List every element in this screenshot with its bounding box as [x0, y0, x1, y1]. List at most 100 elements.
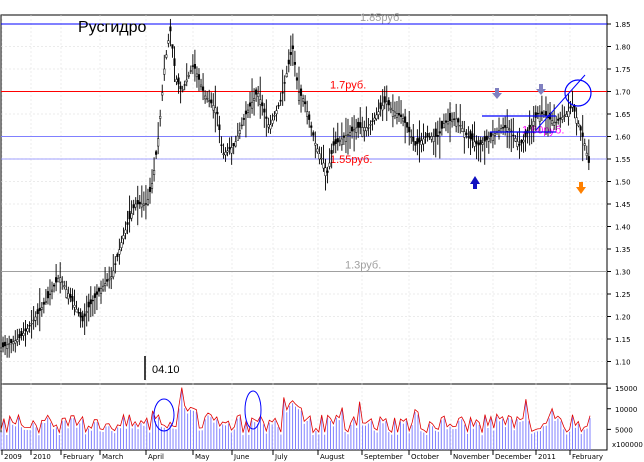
- price-candle: [326, 170, 329, 173]
- price-candle: [471, 133, 474, 141]
- price-candle: [416, 138, 419, 144]
- x-axis-ticks: 2009 2010 February March April May June July Aug…: [1, 450, 603, 461]
- price-candle: [359, 122, 362, 128]
- volume-tick-label: 10000: [615, 406, 637, 414]
- price-candle: [89, 299, 92, 305]
- price-candle: [8, 343, 11, 345]
- price-candle: [369, 124, 372, 126]
- price-candle: [463, 131, 466, 138]
- price-candle: [483, 136, 486, 142]
- price-candle: [251, 101, 254, 109]
- price-candle: [159, 116, 162, 119]
- price-candle: [261, 102, 264, 107]
- price-candle: [528, 124, 531, 130]
- price-candle: [524, 131, 527, 138]
- price-candle: [532, 121, 535, 126]
- x-tick-label: June: [233, 453, 249, 461]
- price-candle: [150, 183, 154, 189]
- price-candle: [57, 278, 60, 283]
- price-candle: [555, 121, 558, 124]
- price-candle: [400, 114, 403, 117]
- x-tick-label: November: [453, 453, 490, 461]
- price-panel-frame: [0, 14, 608, 385]
- price-candle: [240, 124, 243, 127]
- y-tick-label: 1.55: [615, 156, 631, 164]
- price-candle: [179, 85, 182, 90]
- price-candle: [391, 110, 394, 117]
- price-candle: [122, 235, 125, 240]
- up-arrow-icon: [470, 176, 480, 189]
- price-candle: [99, 288, 103, 294]
- price-candle: [144, 203, 147, 205]
- y-tick-label: 1.85: [615, 21, 631, 29]
- price-candle: [187, 75, 190, 77]
- price-candle: [48, 293, 52, 296]
- price-candle: [132, 204, 135, 209]
- volume-bars: [0, 387, 591, 450]
- price-candle: [318, 153, 321, 160]
- x-tick-label: October: [411, 453, 439, 461]
- price-candle: [208, 100, 211, 102]
- price-candle: [191, 65, 194, 67]
- price-candle: [430, 136, 433, 140]
- price-candle: [442, 123, 445, 129]
- price-candle: [530, 125, 533, 127]
- price-candle: [157, 138, 160, 147]
- x-tick-label: September: [364, 453, 403, 461]
- price-candle: [14, 340, 17, 344]
- price-candle: [363, 127, 366, 132]
- price-candle: [406, 122, 409, 128]
- price-candle: [175, 79, 178, 83]
- price-candle: [4, 341, 7, 347]
- price-candle: [238, 130, 241, 135]
- price-candle: [218, 124, 221, 131]
- price-candle: [36, 309, 39, 315]
- price-candle: [224, 152, 227, 156]
- price-candle: [412, 136, 415, 142]
- price-candle: [461, 128, 464, 132]
- price-candle: [50, 289, 54, 292]
- price-candle: [67, 293, 70, 300]
- price-candle: [538, 113, 541, 122]
- price-candle: [95, 291, 98, 295]
- price-candle: [344, 135, 347, 142]
- price-candle: [479, 139, 482, 145]
- price-candle: [77, 312, 80, 314]
- down-arrow-icon: [492, 88, 502, 99]
- price-candle: [432, 136, 435, 142]
- price-candle: [473, 141, 476, 147]
- price-candle: [61, 281, 64, 283]
- price-candle: [148, 186, 152, 192]
- price-candle: [353, 129, 356, 132]
- price-candle: [534, 112, 537, 118]
- y-tick-label: 1.45: [615, 201, 631, 209]
- price-candle: [575, 117, 578, 124]
- price-candle: [567, 111, 570, 117]
- price-candle: [293, 62, 296, 65]
- price-candle: [244, 110, 247, 115]
- price-candle: [410, 136, 413, 138]
- chart-title: Русгидро: [78, 19, 147, 36]
- price-candle: [497, 129, 501, 137]
- price-candle: [285, 73, 288, 78]
- price-candle: [112, 270, 115, 278]
- price-candle: [259, 99, 262, 105]
- price-candle: [557, 118, 560, 121]
- price-candle: [540, 111, 543, 115]
- price-candle: [342, 135, 345, 138]
- y-tick-label: 1.15: [615, 336, 631, 344]
- price-candle: [500, 128, 503, 132]
- price-candle: [18, 334, 21, 339]
- price-candle: [338, 140, 341, 142]
- x-tick-label: February: [63, 453, 94, 461]
- price-candle: [381, 105, 384, 111]
- x-tick-label: July: [274, 453, 288, 461]
- price-candle: [551, 120, 554, 125]
- price-candle: [340, 138, 343, 146]
- price-candle: [506, 127, 509, 132]
- price-candle: [330, 150, 333, 154]
- price-candle: [467, 136, 470, 138]
- price-candle: [83, 313, 86, 317]
- price-candle: [469, 131, 472, 140]
- price-candle: [402, 118, 405, 122]
